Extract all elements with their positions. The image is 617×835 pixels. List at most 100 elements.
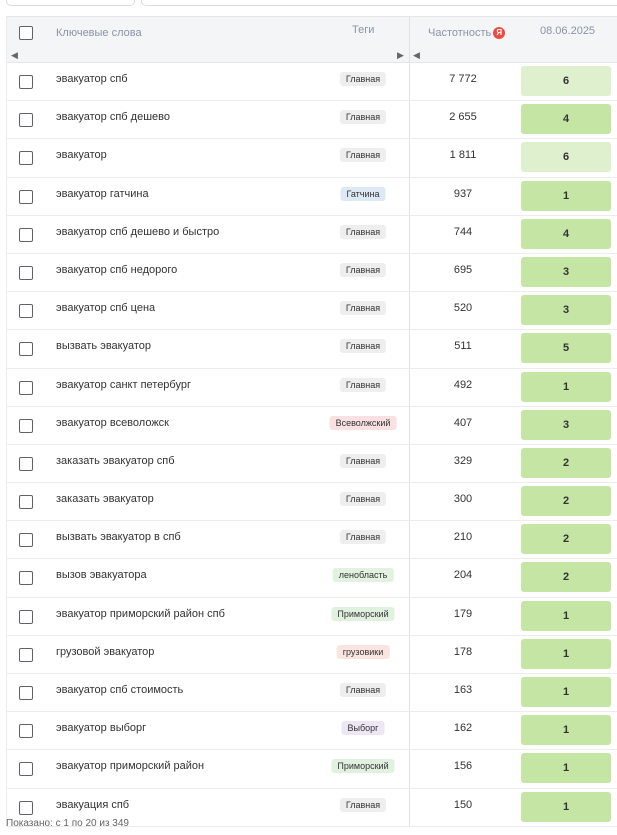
tag-badge[interactable]: Главная — [339, 797, 387, 812]
tag-badge[interactable]: Всеволжский — [329, 415, 397, 430]
row-checkbox[interactable] — [19, 304, 33, 319]
tag-badge[interactable]: Главная — [339, 262, 387, 277]
table-row[interactable]: эвакуатор приморский район спб Приморский… — [7, 597, 617, 636]
scroll-left-arrow-icon[interactable]: ◀ — [11, 50, 18, 60]
keyword-cell: эвакуатор всеволожск — [56, 416, 169, 429]
table-row[interactable]: эвакуация спб Главная 150 1 — [7, 788, 617, 827]
row-checkbox[interactable] — [19, 762, 33, 777]
table-row[interactable]: эвакуатор всеволожск Всеволжский 407 3 — [7, 406, 617, 445]
table-row[interactable]: вызов эвакуатора ленобласть 204 2 — [7, 559, 617, 598]
frequency-cell: 2 655 — [449, 111, 477, 124]
column-divider — [409, 483, 410, 521]
row-checkbox[interactable] — [19, 113, 33, 128]
tag-badge[interactable]: Главная — [339, 148, 387, 163]
row-checkbox[interactable] — [19, 647, 33, 662]
row-checkbox[interactable] — [19, 456, 33, 471]
keyword-cell: эвакуатор спб стоимость — [56, 684, 184, 696]
row-checkbox[interactable] — [19, 609, 33, 624]
tag-badge[interactable]: Выборг — [341, 721, 385, 736]
tag-badge[interactable]: Главная — [339, 377, 387, 392]
row-checkbox[interactable] — [19, 75, 33, 89]
frequency-cell: 163 — [453, 684, 473, 696]
scroll-left-arrow-icon-2[interactable]: ◀ — [413, 50, 420, 60]
position-cell: 1 — [521, 180, 611, 211]
tag-badge[interactable]: Главная — [339, 72, 387, 86]
tag-badge[interactable]: Главная — [339, 453, 387, 468]
column-divider — [409, 139, 410, 177]
row-checkbox[interactable] — [19, 495, 33, 510]
row-checkbox[interactable] — [19, 686, 33, 700]
keyword-cell: эвакуатор приморский район спб — [56, 607, 225, 620]
table-row[interactable]: вызвать эвакуатор в спб Главная 210 2 — [7, 521, 617, 560]
tag-badge[interactable]: Главная — [339, 110, 387, 125]
frequency-cell: 520 — [453, 302, 473, 315]
row-checkbox[interactable] — [19, 724, 33, 739]
tag-badge[interactable]: Гатчина — [340, 186, 386, 201]
table-row[interactable]: заказать эвакуатор спб Главная 329 2 — [7, 444, 617, 484]
row-checkbox[interactable] — [19, 533, 33, 548]
table-row[interactable]: эвакуатор приморский район Приморский 156 1 — [7, 750, 617, 789]
row-checkbox[interactable] — [19, 189, 33, 204]
column-header-date[interactable]: 08.06.2025 — [540, 25, 596, 37]
row-checkbox[interactable] — [19, 151, 33, 166]
tag-badge[interactable]: Приморский — [331, 759, 395, 774]
row-checkbox[interactable] — [19, 800, 33, 815]
select-all-checkbox[interactable] — [19, 26, 33, 40]
column-divider — [409, 368, 410, 406]
table-row[interactable]: эвакуатор спб дешево и быстро Главная 744 4 — [7, 215, 617, 254]
top-control-right[interactable] — [141, 0, 617, 6]
row-checkbox[interactable] — [19, 380, 33, 395]
position-cell: 5 — [521, 333, 611, 364]
frequency-cell: 178 — [453, 645, 473, 658]
position-cell: 6 — [521, 142, 611, 173]
scroll-right-arrow-icon[interactable]: ▶ — [397, 50, 404, 60]
table-row[interactable]: эвакуатор спб Главная 7 772 6 — [7, 63, 617, 102]
column-divider — [409, 635, 410, 673]
tag-badge[interactable]: Приморский — [331, 606, 395, 621]
frequency-cell: 210 — [453, 531, 473, 544]
tag-badge[interactable]: ленобласть — [332, 568, 394, 583]
column-header-tags[interactable]: Теги — [352, 24, 375, 36]
column-divider — [409, 215, 410, 253]
table-row[interactable]: вызвать эвакуатор Главная 511 5 — [7, 330, 617, 369]
column-header-keywords[interactable]: Ключевые слова — [56, 27, 142, 39]
tag-badge[interactable]: Главная — [339, 339, 387, 354]
top-control-left[interactable] — [6, 0, 135, 6]
row-checkbox[interactable] — [19, 418, 33, 433]
row-checkbox[interactable] — [19, 342, 33, 357]
column-header-frequency[interactable]: Частотность Я — [428, 27, 506, 39]
table-row[interactable]: эвакуатор санкт петербург Главная 492 1 — [7, 368, 617, 407]
keyword-cell: заказать эвакуатор — [56, 493, 154, 506]
table-row[interactable]: эвакуатор спб недорого Главная 695 3 — [7, 253, 617, 293]
table-row[interactable]: эвакуатор гатчина Гатчина 937 1 — [7, 177, 617, 216]
frequency-cell: 150 — [453, 798, 473, 811]
tag-badge[interactable]: Главная — [339, 224, 387, 239]
tag-badge[interactable]: Главная — [339, 301, 387, 316]
row-checkbox[interactable] — [19, 265, 33, 280]
position-cell: 1 — [521, 791, 611, 822]
table-row[interactable]: эвакуатор выборг Выборг 162 1 — [7, 712, 617, 751]
table-row[interactable]: эвакуатор спб дешево Главная 2 655 4 — [7, 101, 617, 140]
position-cell: 2 — [521, 524, 611, 555]
column-divider — [409, 788, 410, 826]
tag-badge[interactable]: Главная — [339, 683, 387, 697]
row-checkbox[interactable] — [19, 571, 33, 586]
frequency-cell: 179 — [453, 607, 473, 620]
table-row[interactable]: эвакуатор Главная 1 811 6 — [7, 139, 617, 178]
row-checkbox[interactable] — [19, 227, 33, 242]
tag-badge[interactable]: Главная — [339, 530, 387, 545]
table-row[interactable]: эвакуатор спб цена Главная 520 3 — [7, 292, 617, 331]
column-divider — [409, 63, 410, 101]
position-cell: 3 — [521, 256, 611, 287]
frequency-cell: 300 — [453, 493, 473, 506]
frequency-cell: 156 — [453, 760, 473, 773]
table-row[interactable]: заказать эвакуатор Главная 300 2 — [7, 483, 617, 522]
table-row[interactable]: эвакуатор спб стоимость Главная 163 1 — [7, 674, 617, 713]
frequency-cell: 7 772 — [449, 73, 477, 85]
tag-badge[interactable]: грузовики — [336, 644, 390, 659]
keyword-cell: эвакуация спб — [56, 798, 130, 811]
position-cell: 1 — [521, 677, 611, 707]
column-divider — [409, 330, 410, 368]
table-row[interactable]: грузовой эвакуатор грузовики 178 1 — [7, 635, 617, 674]
tag-badge[interactable]: Главная — [339, 492, 387, 507]
